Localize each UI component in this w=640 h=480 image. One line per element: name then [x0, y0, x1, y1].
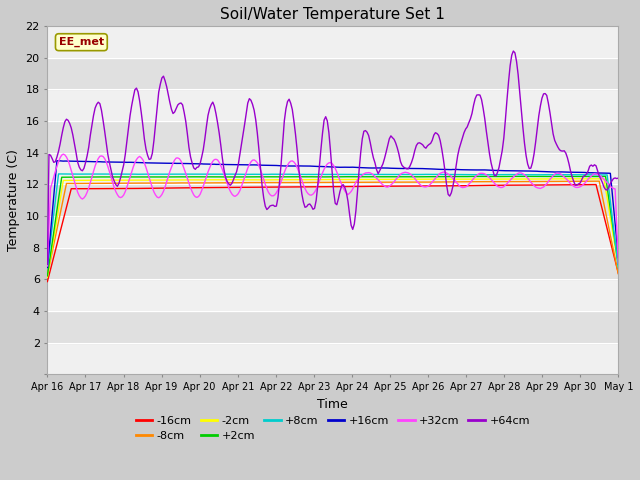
Bar	[47, 89, 618, 121]
Bar	[47, 311, 618, 343]
Text: EE_met: EE_met	[59, 37, 104, 48]
Bar	[47, 58, 618, 89]
Bar	[47, 343, 618, 374]
Bar	[47, 248, 618, 279]
Bar	[47, 153, 618, 184]
Bar	[47, 184, 618, 216]
Y-axis label: Temperature (C): Temperature (C)	[7, 149, 20, 251]
Title: Soil/Water Temperature Set 1: Soil/Water Temperature Set 1	[220, 7, 445, 22]
Legend: -16cm, -8cm, -2cm, +2cm, +8cm, +16cm, +32cm, +64cm: -16cm, -8cm, -2cm, +2cm, +8cm, +16cm, +3…	[131, 411, 534, 445]
Bar	[47, 26, 618, 58]
X-axis label: Time: Time	[317, 397, 348, 410]
Bar	[47, 279, 618, 311]
Bar	[47, 216, 618, 248]
Bar	[47, 121, 618, 153]
